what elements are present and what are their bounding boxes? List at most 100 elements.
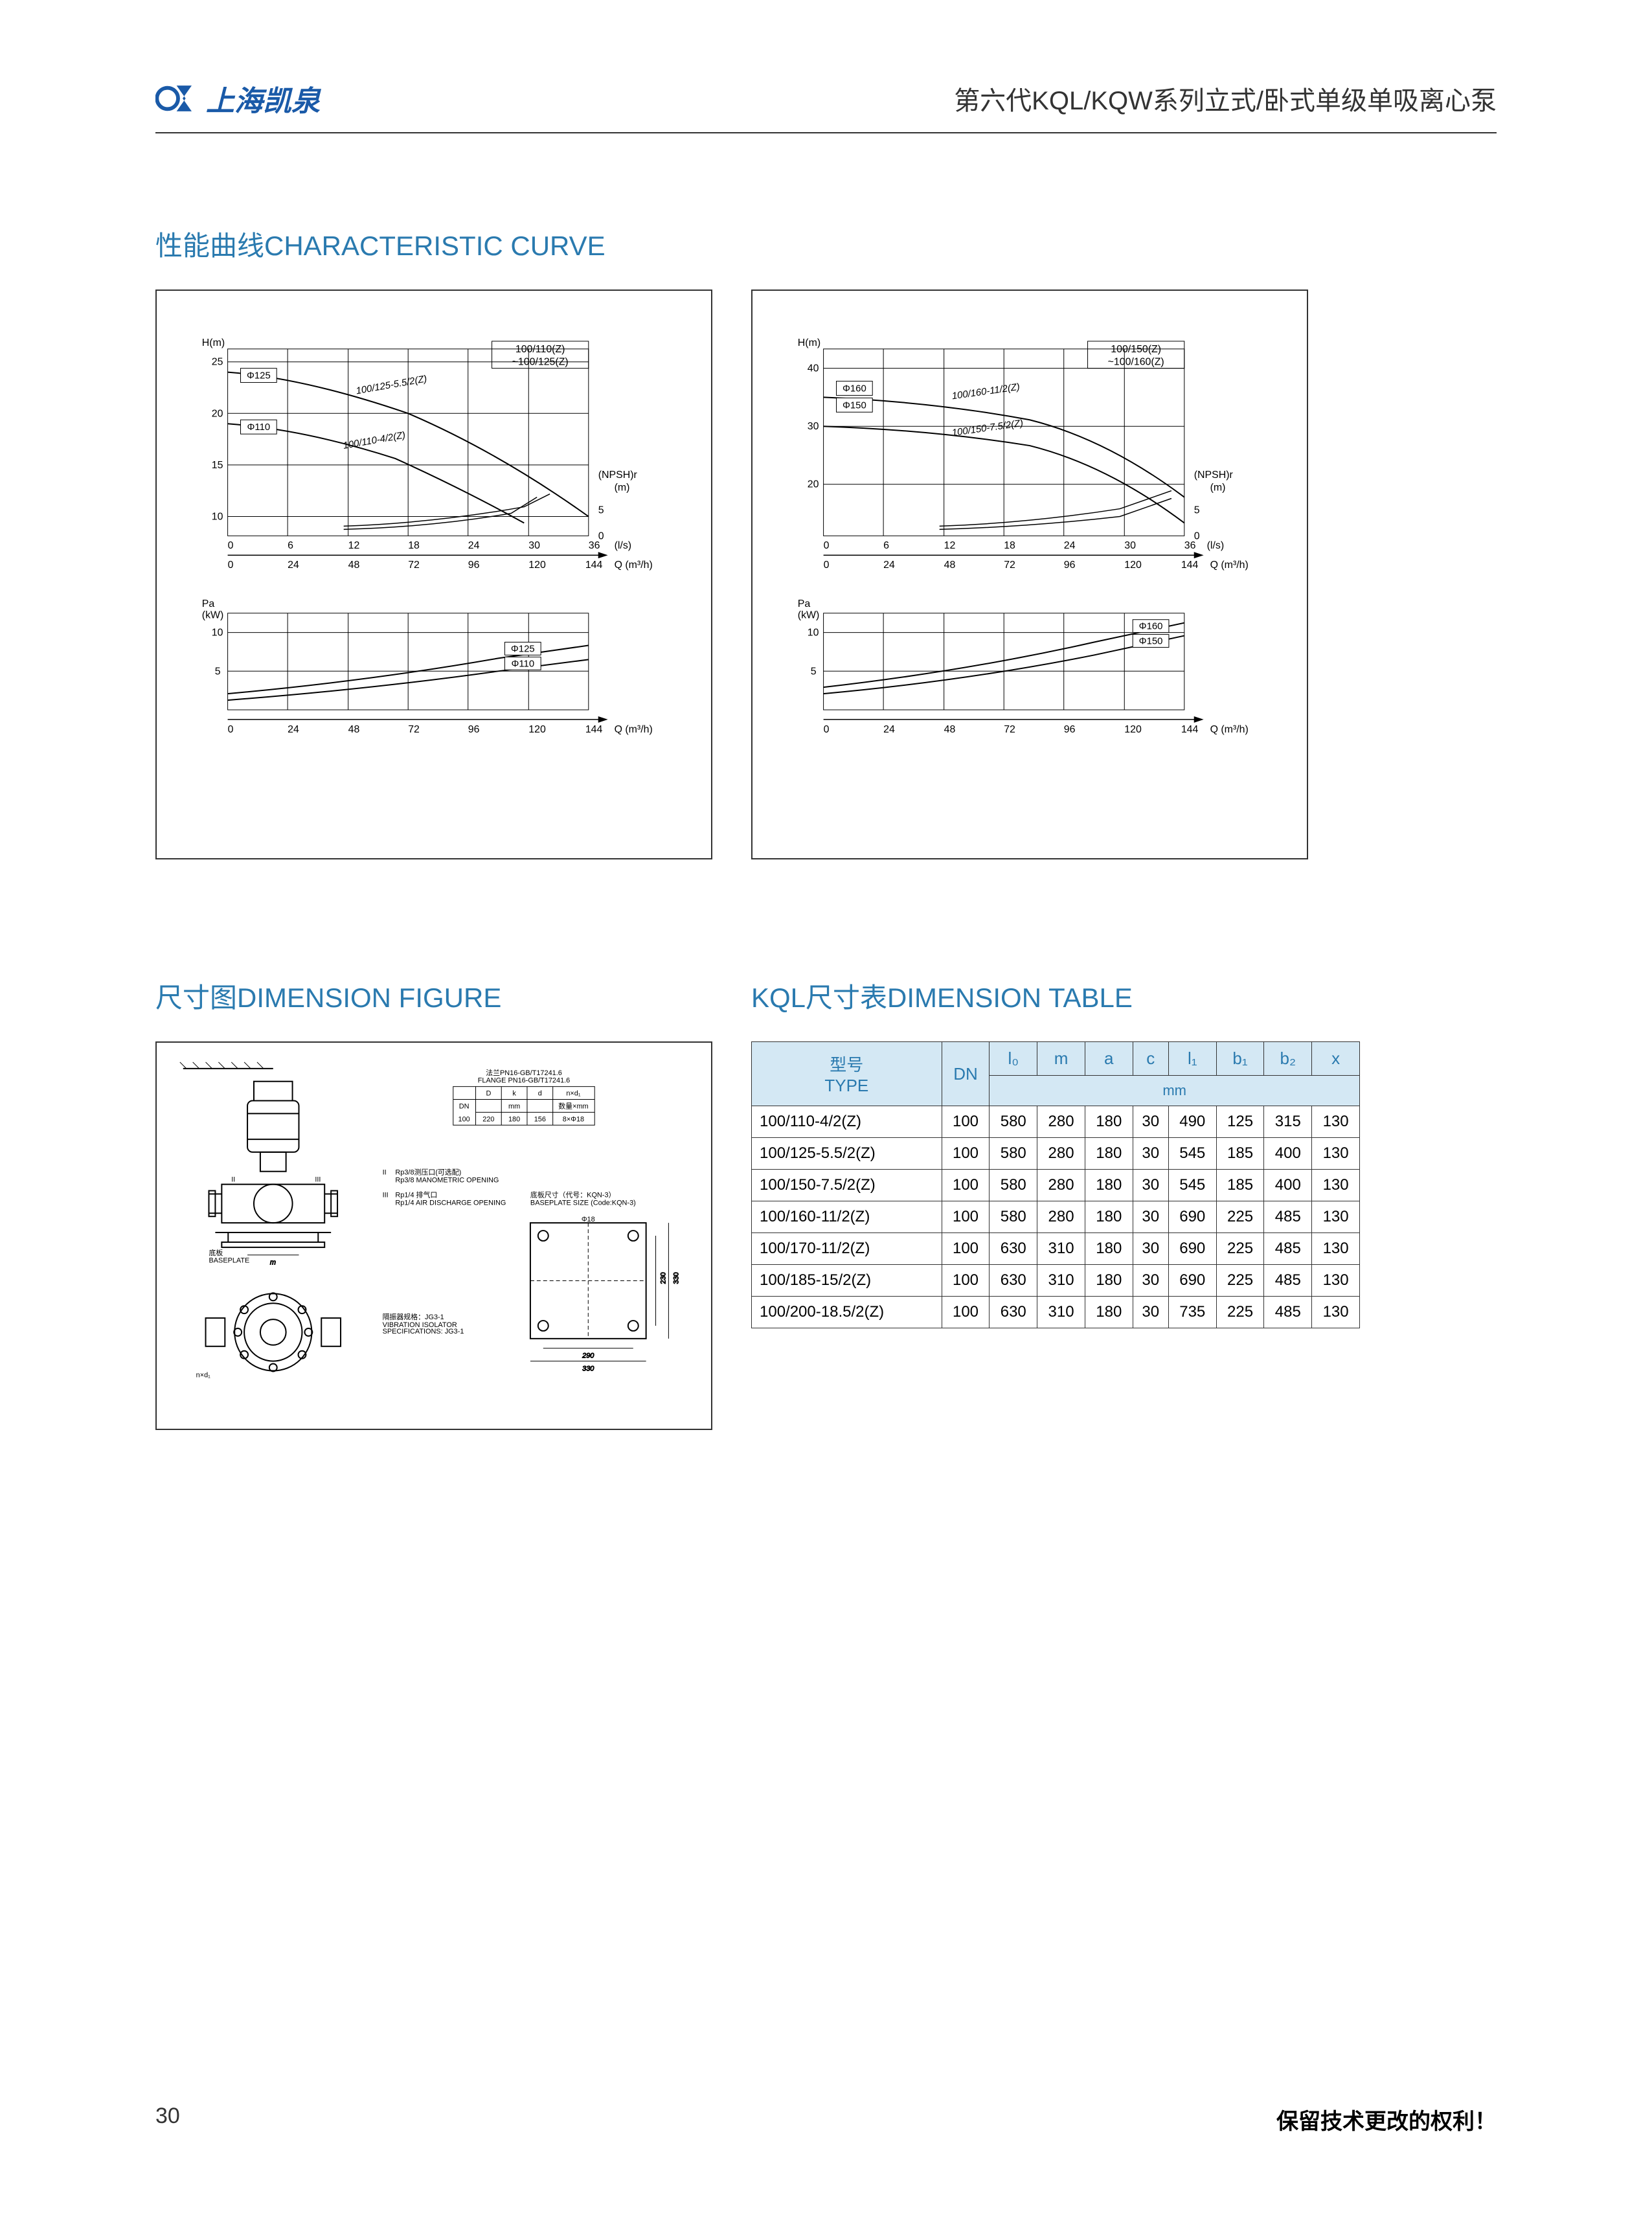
svg-text:Q (m³/h): Q (m³/h) xyxy=(1210,724,1249,735)
table-cell: 630 xyxy=(990,1233,1037,1265)
svg-text:5: 5 xyxy=(215,666,221,677)
table-cell: 630 xyxy=(990,1265,1037,1297)
svg-text:48: 48 xyxy=(348,560,360,571)
svg-text:10: 10 xyxy=(808,628,819,639)
svg-text:BASEPLATE SIZE (Code:KQN-3): BASEPLATE SIZE (Code:KQN-3) xyxy=(530,1199,636,1207)
svg-text:(NPSH)r: (NPSH)r xyxy=(598,470,638,481)
svg-text:法兰PN16-GB/T17241.6: 法兰PN16-GB/T17241.6 xyxy=(486,1068,562,1077)
svg-text:144: 144 xyxy=(585,724,603,735)
table-cell: 400 xyxy=(1264,1138,1312,1170)
table-cell: 225 xyxy=(1216,1233,1264,1265)
dim-figure-box: II III m 底板 BASEPLATE 法兰PN16-GB/T17241.6… xyxy=(155,1041,712,1430)
svg-text:8×Φ18: 8×Φ18 xyxy=(563,1115,584,1123)
svg-text:BASEPLATE: BASEPLATE xyxy=(209,1257,250,1265)
table-cell: 630 xyxy=(990,1297,1037,1328)
table-cell: 310 xyxy=(1037,1297,1085,1328)
svg-text:Φ160: Φ160 xyxy=(843,383,866,394)
table-cell: 100/170-11/2(Z) xyxy=(752,1233,942,1265)
table-cell: 100 xyxy=(942,1265,990,1297)
svg-text:Rp1/4 AIR DISCHARGE OPENING: Rp1/4 AIR DISCHARGE OPENING xyxy=(395,1199,506,1207)
logo-text: 上海凯泉 xyxy=(206,78,320,119)
svg-text:Φ125: Φ125 xyxy=(247,370,271,381)
table-cell: 100 xyxy=(942,1170,990,1201)
page-footer: 30 保留技术更改的权利！ xyxy=(155,2104,1497,2135)
svg-text:Φ110: Φ110 xyxy=(511,658,534,669)
table-cell: 130 xyxy=(1312,1138,1360,1170)
svg-text:40: 40 xyxy=(808,363,819,374)
table-cell: 30 xyxy=(1133,1265,1168,1297)
dim-figure-col: 尺寸图DIMENSION FIGURE xyxy=(155,976,712,1430)
svg-text:D: D xyxy=(486,1090,491,1098)
dim-figure-title: 尺寸图DIMENSION FIGURE xyxy=(155,976,712,1016)
table-cell: 100/110-4/2(Z) xyxy=(752,1106,942,1138)
svg-text:6: 6 xyxy=(883,540,889,551)
svg-text:180: 180 xyxy=(508,1115,520,1123)
svg-text:Rp3/8测压口(可选配): Rp3/8测压口(可选配) xyxy=(395,1168,461,1177)
svg-text:10: 10 xyxy=(212,628,223,639)
svg-text:(l/s): (l/s) xyxy=(1207,540,1225,551)
svg-text:底板: 底板 xyxy=(209,1248,223,1257)
svg-text:72: 72 xyxy=(1004,560,1015,571)
th-m: m xyxy=(1037,1042,1085,1076)
chart-2-svg: H(m) 40 30 20 100/150(Z) ~100/160(Z) Φ16… xyxy=(772,323,1287,839)
table-cell: 580 xyxy=(990,1106,1037,1138)
table-row: 100/110-4/2(Z)10058028018030490125315130 xyxy=(752,1106,1360,1138)
table-cell: 100/185-15/2(Z) xyxy=(752,1265,942,1297)
table-cell: 180 xyxy=(1085,1201,1133,1233)
svg-text:100/150-7.5/2(Z): 100/150-7.5/2(Z) xyxy=(951,418,1024,438)
table-row: 100/200-18.5/2(Z)10063031018030735225485… xyxy=(752,1297,1360,1328)
dimension-table: 型号 TYPE DN l₀ m a c l₁ b₁ b₂ x mm 100 xyxy=(751,1041,1360,1328)
table-cell: 130 xyxy=(1312,1106,1360,1138)
footer-note: 保留技术更改的权利！ xyxy=(1276,2104,1497,2135)
svg-text:Q (m³/h): Q (m³/h) xyxy=(615,560,653,571)
svg-text:24: 24 xyxy=(1064,540,1076,551)
svg-text:36: 36 xyxy=(589,540,600,551)
svg-text:n×d₁: n×d₁ xyxy=(566,1090,581,1098)
svg-text:36: 36 xyxy=(1184,540,1196,551)
svg-text:(kW): (kW) xyxy=(798,610,820,621)
svg-text:mm: mm xyxy=(508,1102,520,1110)
table-cell: 130 xyxy=(1312,1265,1360,1297)
svg-text:SPECIFICATIONS: JG3-1: SPECIFICATIONS: JG3-1 xyxy=(383,1328,464,1335)
svg-text:0: 0 xyxy=(824,540,830,551)
svg-text:III: III xyxy=(315,1176,321,1184)
table-cell: 100/125-5.5/2(Z) xyxy=(752,1138,942,1170)
dim-table-col: KQL尺寸表DIMENSION TABLE 型号 TYPE DN l₀ m a … xyxy=(751,976,1360,1430)
table-cell: 690 xyxy=(1168,1201,1216,1233)
logo: 上海凯泉 xyxy=(155,78,320,119)
table-cell: 30 xyxy=(1133,1233,1168,1265)
svg-text:100/110-4/2(Z): 100/110-4/2(Z) xyxy=(342,429,406,451)
table-cell: 280 xyxy=(1037,1201,1085,1233)
svg-text:290: 290 xyxy=(582,1352,594,1360)
svg-text:II: II xyxy=(231,1176,235,1184)
table-cell: 485 xyxy=(1264,1201,1312,1233)
svg-text:H(m): H(m) xyxy=(202,337,225,348)
svg-text:48: 48 xyxy=(944,724,956,735)
svg-text:72: 72 xyxy=(1004,724,1015,735)
svg-text:6: 6 xyxy=(288,540,293,551)
table-cell: 130 xyxy=(1312,1170,1360,1201)
svg-text:220: 220 xyxy=(482,1115,494,1123)
table-cell: 185 xyxy=(1216,1170,1264,1201)
table-cell: 690 xyxy=(1168,1233,1216,1265)
svg-text:330: 330 xyxy=(672,1272,680,1284)
svg-text:0: 0 xyxy=(228,540,234,551)
svg-text:120: 120 xyxy=(528,560,546,571)
table-cell: 485 xyxy=(1264,1233,1312,1265)
chart-1: H(m) 25 20 15 10 100/110(Z) ~100/125(Z) … xyxy=(155,290,712,859)
svg-text:100: 100 xyxy=(458,1115,470,1123)
svg-text:20: 20 xyxy=(808,479,819,490)
th-dn: DN xyxy=(942,1042,990,1106)
svg-text:Rp1/4 排气口: Rp1/4 排气口 xyxy=(395,1190,437,1199)
svg-text:96: 96 xyxy=(1064,560,1076,571)
svg-text:48: 48 xyxy=(944,560,956,571)
svg-text:24: 24 xyxy=(468,540,480,551)
svg-text:96: 96 xyxy=(1064,724,1076,735)
table-cell: 280 xyxy=(1037,1138,1085,1170)
th-b1: b₁ xyxy=(1216,1042,1264,1076)
svg-text:100/110(Z): 100/110(Z) xyxy=(515,344,565,355)
svg-text:72: 72 xyxy=(408,724,420,735)
svg-text:5: 5 xyxy=(811,666,817,677)
table-cell: 690 xyxy=(1168,1265,1216,1297)
lower-row: 尺寸图DIMENSION FIGURE xyxy=(155,976,1497,1430)
